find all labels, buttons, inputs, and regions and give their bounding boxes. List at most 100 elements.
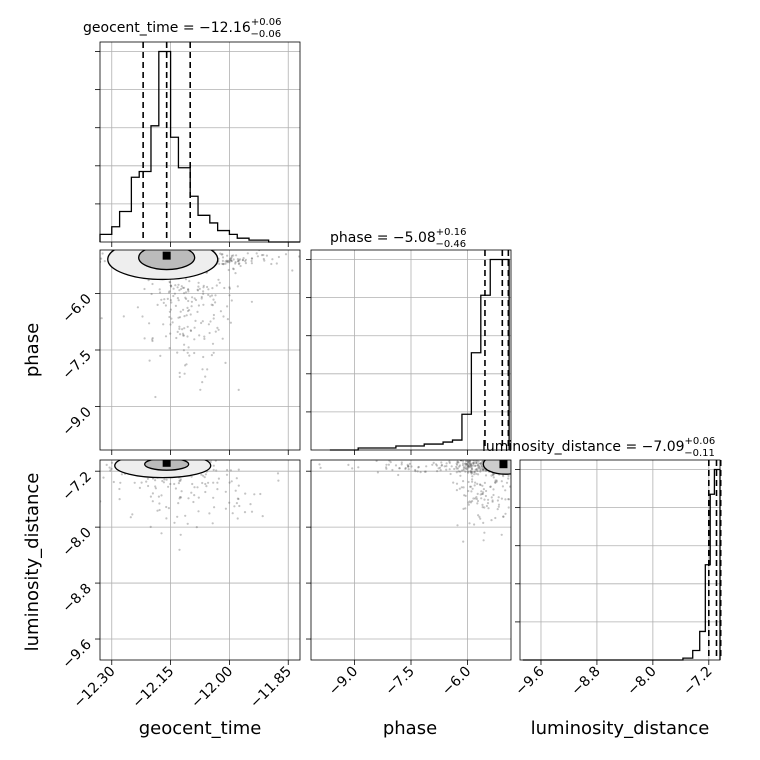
scatter-point — [169, 284, 172, 287]
scatter-point — [511, 471, 513, 473]
hist-luminosity-distance: −9.6 −8.8 −8.0 −7.2 — [512, 459, 722, 699]
scatter-point — [455, 462, 458, 465]
scatter-point — [491, 473, 494, 476]
scatter-point — [504, 498, 507, 501]
scatter-point — [164, 335, 168, 338]
scatter-point — [474, 468, 477, 471]
scatter-point — [471, 461, 475, 464]
scatter-point — [179, 479, 182, 482]
scatter-point — [153, 457, 155, 459]
scatter-point — [209, 320, 212, 323]
scatter-point — [162, 323, 165, 326]
scatter-point — [467, 501, 470, 504]
scatter-point — [467, 460, 470, 463]
scatter-point — [516, 467, 518, 469]
scatter-point — [481, 465, 484, 468]
scatter-point — [176, 515, 179, 518]
scatter-point — [209, 295, 212, 298]
y-tick-label: −7.2 — [59, 469, 94, 504]
scatter-point — [249, 438, 251, 440]
scatter-point — [164, 304, 167, 307]
axes-frame — [99, 41, 301, 243]
scatter-point — [138, 247, 140, 249]
scatter-point — [226, 254, 229, 257]
scatter-point — [492, 493, 495, 497]
scatter-point — [526, 472, 528, 474]
scatter-point — [152, 456, 154, 458]
scatter-point — [250, 300, 253, 303]
scatter-point — [168, 452, 170, 454]
scatter-point — [477, 473, 480, 476]
scatter-point — [398, 467, 401, 470]
scatter-point — [198, 235, 200, 237]
scatter-point — [181, 332, 185, 335]
histogram-step — [522, 468, 721, 661]
scatter-point — [153, 245, 155, 247]
scatter-point — [490, 474, 493, 477]
scatter-point — [238, 262, 241, 265]
y-tick-label: −8.0 — [59, 525, 94, 560]
scatter-point — [459, 470, 462, 473]
scatter-point — [507, 474, 510, 477]
title-plus-error: +0.06 — [251, 17, 282, 28]
scatter-point — [456, 460, 459, 463]
scatter-point — [483, 506, 486, 509]
scatter-point — [212, 317, 215, 320]
scatter-point — [502, 515, 505, 518]
scatter-point — [172, 287, 175, 290]
scatter-point — [179, 496, 182, 499]
scatter-point — [189, 457, 191, 459]
scatter-point — [250, 259, 253, 263]
scatter-point — [94, 261, 96, 263]
scatter-point — [187, 288, 190, 291]
scatter-point — [472, 457, 474, 459]
scatter-point — [187, 290, 190, 293]
axes-frame — [519, 459, 721, 661]
scatter-point — [477, 462, 480, 465]
scatter-point — [118, 487, 121, 491]
scatter-point — [244, 258, 247, 261]
scatter-point — [161, 479, 164, 483]
scatter-point — [177, 482, 180, 485]
scatter-point — [492, 476, 495, 479]
scatter-point — [189, 329, 193, 332]
scatter-point — [125, 458, 127, 460]
scatter-point — [186, 351, 189, 354]
scatter-point — [186, 335, 189, 338]
scatter-point — [154, 487, 157, 490]
scatter-point — [473, 471, 476, 474]
scatter-point — [203, 335, 206, 338]
scatter-point — [229, 321, 232, 324]
scatter-point — [222, 315, 225, 318]
scatter-point — [351, 467, 354, 470]
scatter-point — [196, 288, 199, 291]
scatter-point — [190, 454, 192, 456]
scatter-point — [261, 515, 264, 518]
scatter-point — [177, 283, 180, 286]
scatter-point — [181, 286, 185, 289]
scatter-point — [410, 465, 413, 468]
scatter-point — [174, 304, 177, 307]
scatter-point — [151, 338, 154, 341]
scatter-point — [157, 495, 160, 498]
title-minus-error: −0.06 — [250, 29, 281, 40]
scatter-point — [162, 244, 164, 246]
scatter-point — [167, 454, 169, 456]
scatter-point — [109, 457, 111, 459]
scatter-point — [231, 512, 234, 515]
scatter-point — [417, 465, 420, 469]
scatter-point — [237, 260, 240, 263]
scatter-point — [191, 296, 194, 299]
scatter-point — [477, 514, 480, 517]
scatter-point — [151, 455, 153, 457]
scatter-point — [211, 287, 214, 290]
scatter-point — [177, 458, 179, 460]
scatter-point — [507, 477, 510, 480]
scatter-point — [510, 457, 512, 459]
scatter-point — [497, 496, 500, 499]
scatter-point — [440, 461, 443, 464]
scatter-point — [152, 457, 154, 459]
scatter-point — [142, 451, 144, 453]
scatter-point — [471, 468, 474, 471]
scatter-point — [169, 284, 173, 287]
